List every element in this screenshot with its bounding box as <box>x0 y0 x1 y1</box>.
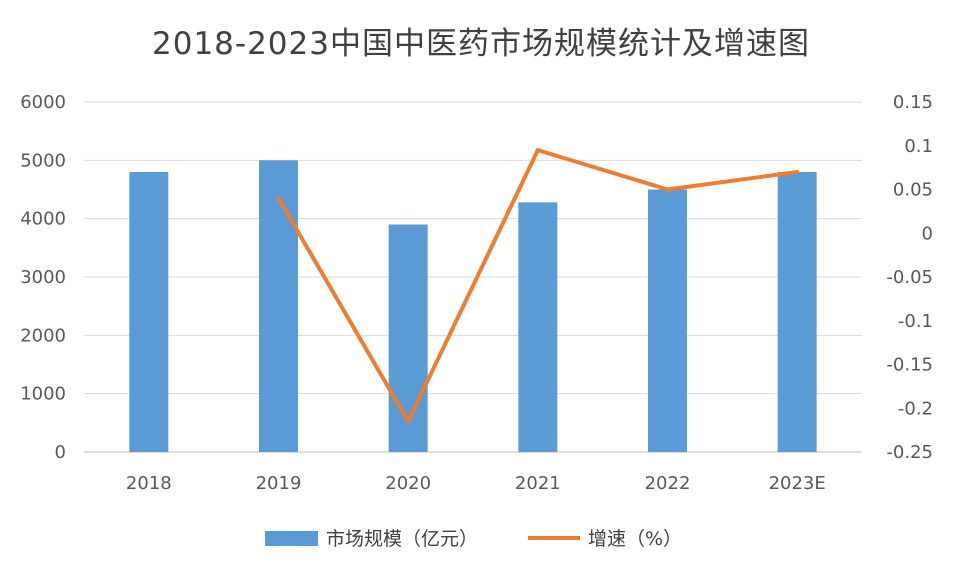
x-axis-tick-label: 2022 <box>645 473 691 494</box>
left-axis-tick-label: 1000 <box>20 384 66 405</box>
legend-bar-swatch <box>265 531 318 546</box>
bar <box>388 224 428 452</box>
line-series <box>276 148 800 424</box>
x-axis-ticks: 2018 2019 2020 2021 2022 2023E <box>126 473 826 494</box>
left-axis-tick-label: 6000 <box>20 92 66 113</box>
gridlines <box>84 101 862 453</box>
left-axis-tick-label: 5000 <box>20 150 66 171</box>
right-axis-tick-label: 0.1 <box>904 136 933 157</box>
right-axis-tick-label: 0.05 <box>893 180 933 201</box>
right-axis-tick-label: -0.15 <box>886 355 933 376</box>
legend-line-label: 增速（%） <box>588 528 682 550</box>
right-axis-tick-label: 0 <box>922 223 933 244</box>
left-axis-ticks: 0 1000 2000 3000 4000 5000 6000 <box>20 92 66 463</box>
right-axis-tick-label: -0.05 <box>886 267 933 288</box>
bar-series <box>129 160 817 453</box>
right-axis-tick-label: -0.2 <box>898 398 933 419</box>
right-axis-ticks: -0.25 -0.2 -0.15 -0.1 -0.05 0 0.05 0.1 0.15 <box>886 92 933 463</box>
bar <box>259 160 298 453</box>
line-point <box>535 148 540 153</box>
chart-title: 2018-2023中国中医药市场规模统计及增速图 <box>152 26 810 62</box>
left-axis-tick-label: 0 <box>55 442 66 463</box>
line-point <box>276 196 281 201</box>
line-point <box>406 419 411 424</box>
legend: 市场规模（亿元） 增速（%） <box>265 528 682 550</box>
x-axis-tick-label: 2023E <box>769 473 826 494</box>
bar <box>777 172 817 452</box>
line-point <box>665 187 670 192</box>
left-axis-tick-label: 4000 <box>20 209 66 230</box>
legend-bar-label: 市场规模（亿元） <box>326 528 478 550</box>
left-axis-tick-label: 3000 <box>20 267 66 288</box>
bar <box>648 189 687 452</box>
bar <box>518 202 558 452</box>
bar <box>129 172 169 452</box>
left-axis-tick-label: 2000 <box>20 325 66 346</box>
x-axis-tick-label: 2019 <box>256 473 302 494</box>
right-axis-tick-label: -0.25 <box>886 442 933 463</box>
x-axis-tick-label: 2020 <box>385 473 431 494</box>
line-point <box>795 170 800 174</box>
x-axis-tick-label: 2021 <box>515 473 561 494</box>
x-axis-tick-label: 2018 <box>126 473 172 494</box>
right-axis-tick-label: -0.1 <box>898 311 933 332</box>
right-axis-tick-label: 0.15 <box>893 92 933 113</box>
